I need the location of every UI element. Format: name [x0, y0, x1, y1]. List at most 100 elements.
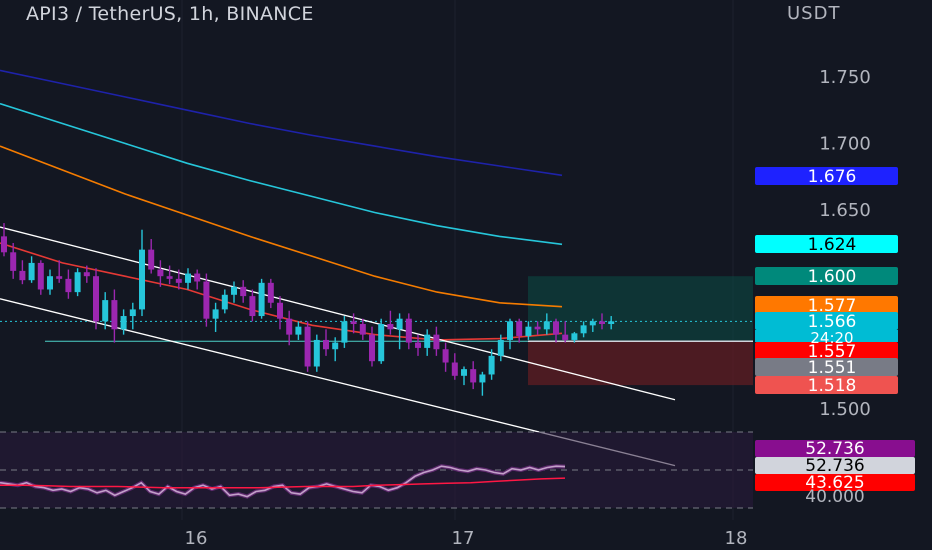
candle-body: [277, 302, 283, 319]
position-zones: [0, 276, 753, 386]
candles: [1, 223, 615, 396]
price-label-badge: [755, 296, 898, 314]
rsi-label-badge: [755, 440, 915, 457]
candle-body: [507, 321, 513, 340]
candle-body: [267, 282, 274, 303]
candle-body: [534, 326, 541, 330]
candle-body: [56, 276, 63, 279]
price-label-text: 1.557: [808, 342, 857, 362]
candle-body: [323, 339, 329, 350]
moving-average-2: [0, 145, 563, 308]
candle-body: [433, 334, 440, 350]
candle-body: [185, 273, 191, 283]
candle-body: [332, 342, 339, 350]
candle-body: [231, 286, 237, 295]
candle-body: [157, 269, 164, 277]
candle-body: [424, 334, 431, 348]
time-axis: 16 17 18: [0, 520, 932, 550]
candle-body: [516, 321, 523, 336]
candle-body: [37, 262, 44, 290]
rsi-label-badge: [755, 457, 915, 474]
candle-body: [525, 326, 532, 336]
candle-body: [479, 374, 486, 383]
candle-body: [369, 334, 375, 362]
candle-body: [83, 272, 90, 277]
candle-body: [313, 339, 320, 367]
candle-body: [295, 326, 302, 335]
price-label-badge: [755, 376, 898, 394]
candle-body: [387, 324, 394, 330]
countdown-text: 24:20: [810, 329, 853, 347]
price-label-text: 1.577: [808, 296, 857, 316]
rsi-label-text: 43.625: [805, 473, 864, 493]
candle-body: [28, 262, 35, 281]
rsi-label-text: 52.736: [805, 439, 864, 459]
time-axis-bg: [0, 520, 932, 550]
candle-body: [461, 369, 467, 376]
candle-body: [562, 334, 569, 340]
price-label-text: 1.566: [808, 312, 857, 332]
candle-body: [589, 321, 596, 326]
candle-body: [350, 321, 357, 325]
moving-average-3: [0, 242, 563, 341]
price-tick-label: 1.700: [819, 133, 871, 154]
price-label-text: 1.676: [808, 167, 857, 187]
candle-body: [451, 362, 458, 376]
candle-body: [571, 333, 578, 340]
candle-body: [580, 325, 587, 334]
rsi-label-text: 52.736: [805, 456, 864, 476]
candle-body: [10, 252, 17, 271]
time-tick-label: 18: [725, 528, 748, 549]
candle-body: [74, 272, 81, 293]
candle-body: [19, 270, 26, 281]
countdown-badge: [755, 330, 898, 342]
candle-body: [1, 236, 7, 253]
price-label-badge: [755, 312, 898, 330]
candle-body: [553, 321, 559, 335]
candle-body: [65, 278, 72, 293]
price-tick-label: 1.500: [819, 399, 871, 420]
candle-body: [286, 318, 293, 335]
price-label-text: 1.551: [808, 358, 857, 378]
rsi-label-text: 40.000: [805, 487, 864, 507]
candle-body: [304, 326, 311, 367]
channel-upper-line: [0, 226, 676, 401]
time-tick-label: 17: [452, 528, 475, 549]
candle-body: [378, 324, 385, 362]
candle-body: [120, 316, 127, 330]
price-axis: 1.750 1.700 1.650 1.500 1.676 1.624 1.600 1.577…: [755, 67, 898, 420]
candle-body: [608, 321, 615, 325]
candle-body: [129, 309, 136, 317]
candle-body: [497, 339, 504, 356]
price-label-text: 1.624: [808, 235, 857, 255]
price-label-text: 1.600: [808, 267, 857, 287]
candle-body: [93, 276, 99, 322]
candle-body: [203, 281, 210, 319]
candle-body: [47, 276, 53, 290]
candle-body: [148, 249, 155, 270]
candle-body: [415, 342, 421, 348]
candle-body: [543, 321, 550, 330]
candle-body: [139, 249, 145, 310]
candle-body: [175, 278, 182, 283]
candle-body: [341, 321, 348, 343]
price-tick-label: 1.650: [819, 200, 871, 221]
rsi-ma-line: [0, 477, 566, 489]
target-zone: [528, 276, 753, 342]
price-label-text: 1.518: [808, 376, 857, 396]
price-label-badge: [755, 167, 898, 185]
currency-label: USDT: [787, 3, 841, 24]
candle-body: [240, 286, 247, 297]
rsi-label-badge: [755, 474, 915, 491]
candle-body: [166, 276, 173, 279]
candle-body: [221, 294, 228, 310]
candle-body: [442, 349, 449, 363]
stop-zone: [528, 341, 753, 386]
candle-body: [396, 318, 403, 330]
candle-body: [102, 300, 109, 322]
candle-body: [470, 369, 477, 383]
candle-body: [405, 318, 412, 343]
candle-body: [111, 300, 118, 330]
